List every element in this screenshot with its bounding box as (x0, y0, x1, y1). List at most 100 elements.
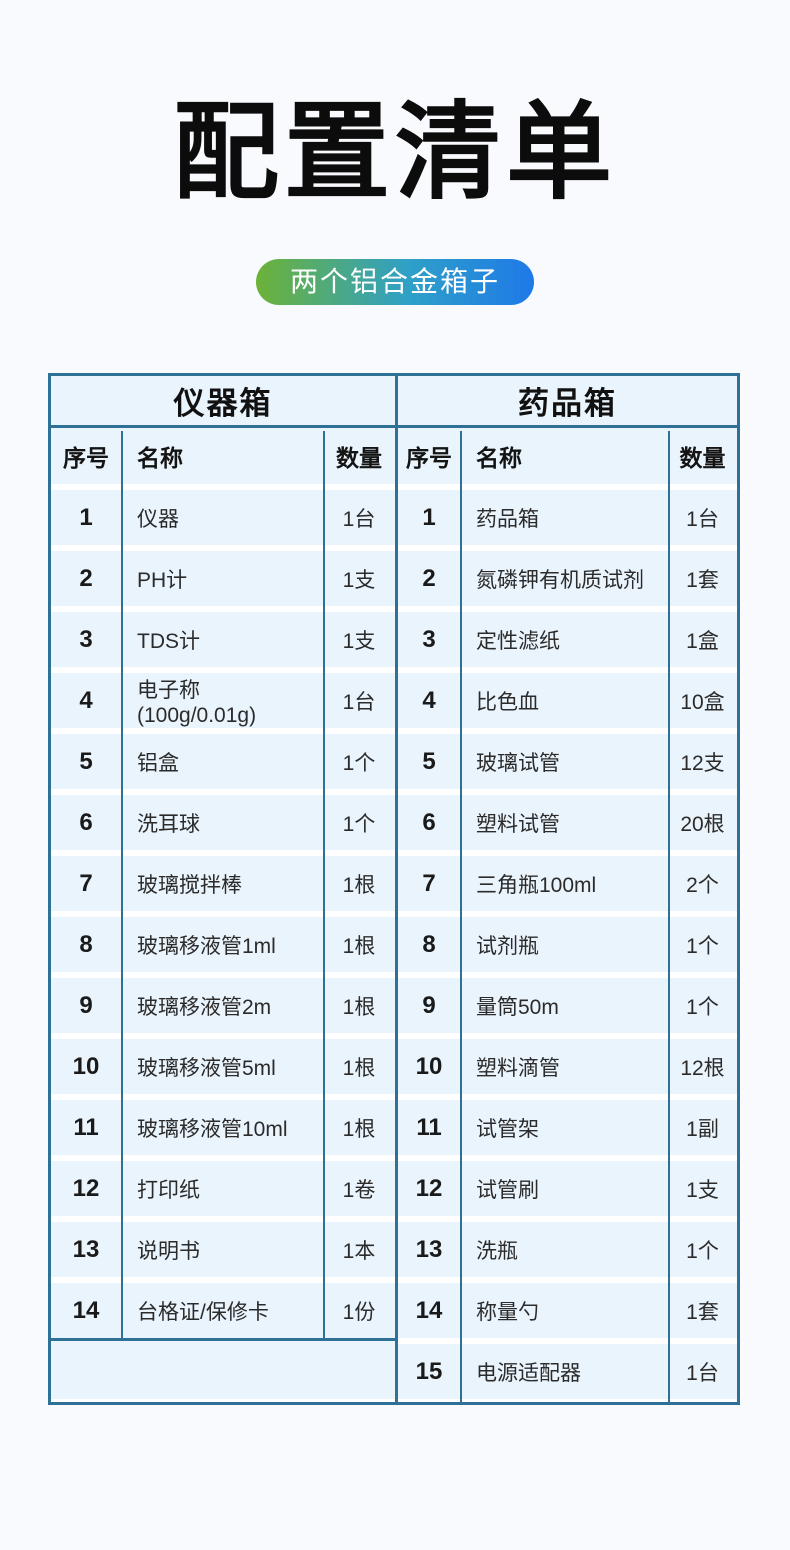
table-row: 3 定性滤纸 1盒 (398, 612, 737, 667)
medicine-box-title: 药品箱 (398, 376, 737, 428)
table-row: 7 三角瓶100ml 2个 (398, 856, 737, 911)
item-name-cell: 三角瓶100ml (460, 856, 668, 911)
item-name-cell: 玻璃移液管2m (121, 978, 323, 1033)
medicine-box-body: 序号 名称 数量 1 药品箱 1台 2 氮磷钾有机质试剂 1套 3 定性滤纸 1… (398, 428, 737, 1399)
instrument-box-table: 仪器箱 序号 名称 数量 1 仪器 1台 2 PH计 1支 3 TDS计 1支 … (48, 373, 398, 1405)
item-name-cell: 说明书 (121, 1222, 323, 1277)
row-number-cell: 3 (51, 612, 121, 667)
empty-footer-cell (51, 1341, 395, 1399)
item-name-cell: 玻璃移液管1ml (121, 917, 323, 972)
table-row: 1 仪器 1台 (51, 490, 395, 545)
table-row: 3 TDS计 1支 (51, 612, 395, 667)
row-number-cell: 11 (398, 1100, 460, 1155)
footer-divider (51, 1338, 395, 1341)
row-number-cell: 10 (51, 1039, 121, 1094)
item-qty-cell: 1台 (668, 1344, 737, 1399)
column-header-row: 序号 名称 数量 (398, 428, 737, 484)
item-name-cell: 称量勺 (460, 1283, 668, 1338)
item-name-cell: 塑料滴管 (460, 1039, 668, 1094)
table-row: 10 玻璃移液管5ml 1根 (51, 1039, 395, 1094)
item-qty-cell: 10盒 (668, 673, 737, 728)
column-border-line (323, 431, 325, 1341)
column-header-row: 序号 名称 数量 (51, 428, 395, 484)
item-qty-cell: 1个 (668, 1222, 737, 1277)
item-name-cell: 玻璃移液管10ml (121, 1100, 323, 1155)
item-qty-cell: 12支 (668, 734, 737, 789)
row-number-cell: 5 (398, 734, 460, 789)
item-qty-cell: 1根 (323, 1100, 395, 1155)
instrument-rows-list: 1 仪器 1台 2 PH计 1支 3 TDS计 1支 4 电子称 (100g/0… (51, 490, 395, 1338)
item-qty-cell: 1台 (668, 490, 737, 545)
row-number-cell: 8 (398, 917, 460, 972)
item-name-cell: 定性滤纸 (460, 612, 668, 667)
row-number-cell: 4 (398, 673, 460, 728)
item-name-cell: 试管刷 (460, 1161, 668, 1216)
row-number-cell: 1 (398, 490, 460, 545)
table-row: 2 PH计 1支 (51, 551, 395, 606)
table-row: 2 氮磷钾有机质试剂 1套 (398, 551, 737, 606)
row-number-cell: 13 (398, 1222, 460, 1277)
table-row: 8 玻璃移液管1ml 1根 (51, 917, 395, 972)
item-name-cell: 台格证/保修卡 (121, 1283, 323, 1338)
table-row: 6 塑料试管 20根 (398, 795, 737, 850)
table-row: 9 玻璃移液管2m 1根 (51, 978, 395, 1033)
table-row: 11 试管架 1副 (398, 1100, 737, 1155)
row-number-cell: 7 (51, 856, 121, 911)
page-title: 配置清单 (173, 89, 617, 214)
row-number-cell: 6 (398, 795, 460, 850)
table-row: 12 打印纸 1卷 (51, 1161, 395, 1216)
table-row: 9 量筒50m 1个 (398, 978, 737, 1033)
medicine-rows-list: 1 药品箱 1台 2 氮磷钾有机质试剂 1套 3 定性滤纸 1盒 4 比色血 1… (398, 490, 737, 1399)
item-name-cell: 试管架 (460, 1100, 668, 1155)
item-qty-cell: 1根 (323, 856, 395, 911)
row-number-cell: 11 (51, 1100, 121, 1155)
item-name-cell: 玻璃移液管5ml (121, 1039, 323, 1094)
item-qty-cell: 1本 (323, 1222, 395, 1277)
row-number-cell: 5 (51, 734, 121, 789)
item-name-cell: 塑料试管 (460, 795, 668, 850)
table-row: 5 铝盒 1个 (51, 734, 395, 789)
row-number-cell: 6 (51, 795, 121, 850)
table-row: 11 玻璃移液管10ml 1根 (51, 1100, 395, 1155)
item-qty-cell: 1支 (668, 1161, 737, 1216)
row-number-cell: 15 (398, 1344, 460, 1399)
column-border-line (460, 431, 462, 1402)
item-qty-cell: 2个 (668, 856, 737, 911)
table-row: 5 玻璃试管 12支 (398, 734, 737, 789)
medicine-box-table: 药品箱 序号 名称 数量 1 药品箱 1台 2 氮磷钾有机质试剂 1套 3 定性… (395, 373, 740, 1405)
column-border-line (121, 431, 123, 1341)
instrument-box-body: 序号 名称 数量 1 仪器 1台 2 PH计 1支 3 TDS计 1支 4 电子… (51, 428, 395, 1399)
col-header-name: 名称 (460, 428, 668, 484)
item-name-cell: 洗耳球 (121, 795, 323, 850)
table-row: 8 试剂瓶 1个 (398, 917, 737, 972)
row-number-cell: 14 (398, 1283, 460, 1338)
item-qty-cell: 1支 (323, 612, 395, 667)
row-number-cell: 8 (51, 917, 121, 972)
item-name-cell: 试剂瓶 (460, 917, 668, 972)
table-row: 7 玻璃搅拌棒 1根 (51, 856, 395, 911)
tables-container: 仪器箱 序号 名称 数量 1 仪器 1台 2 PH计 1支 3 TDS计 1支 … (48, 373, 740, 1405)
item-name-cell: 比色血 (460, 673, 668, 728)
table-row: 1 药品箱 1台 (398, 490, 737, 545)
item-qty-cell: 1根 (323, 917, 395, 972)
row-number-cell: 9 (398, 978, 460, 1033)
col-header-qty: 数量 (668, 428, 737, 484)
item-name-cell: 氮磷钾有机质试剂 (460, 551, 668, 606)
table-row: 15 电源适配器 1台 (398, 1344, 737, 1399)
item-name-cell: PH计 (121, 551, 323, 606)
table-row: 4 电子称 (100g/0.01g) 1台 (51, 673, 395, 728)
badge-wrapper: 两个铝合金箱子 (0, 259, 790, 305)
table-row: 10 塑料滴管 12根 (398, 1039, 737, 1094)
row-number-cell: 10 (398, 1039, 460, 1094)
row-number-cell: 1 (51, 490, 121, 545)
item-qty-cell: 1套 (668, 1283, 737, 1338)
row-number-cell: 12 (51, 1161, 121, 1216)
item-qty-cell: 1支 (323, 551, 395, 606)
item-name-cell: 药品箱 (460, 490, 668, 545)
item-qty-cell: 1份 (323, 1283, 395, 1338)
table-row: 13 说明书 1本 (51, 1222, 395, 1277)
item-name-cell: 仪器 (121, 490, 323, 545)
table-row: 4 比色血 10盒 (398, 673, 737, 728)
item-qty-cell: 1根 (323, 978, 395, 1033)
item-qty-cell: 1套 (668, 551, 737, 606)
